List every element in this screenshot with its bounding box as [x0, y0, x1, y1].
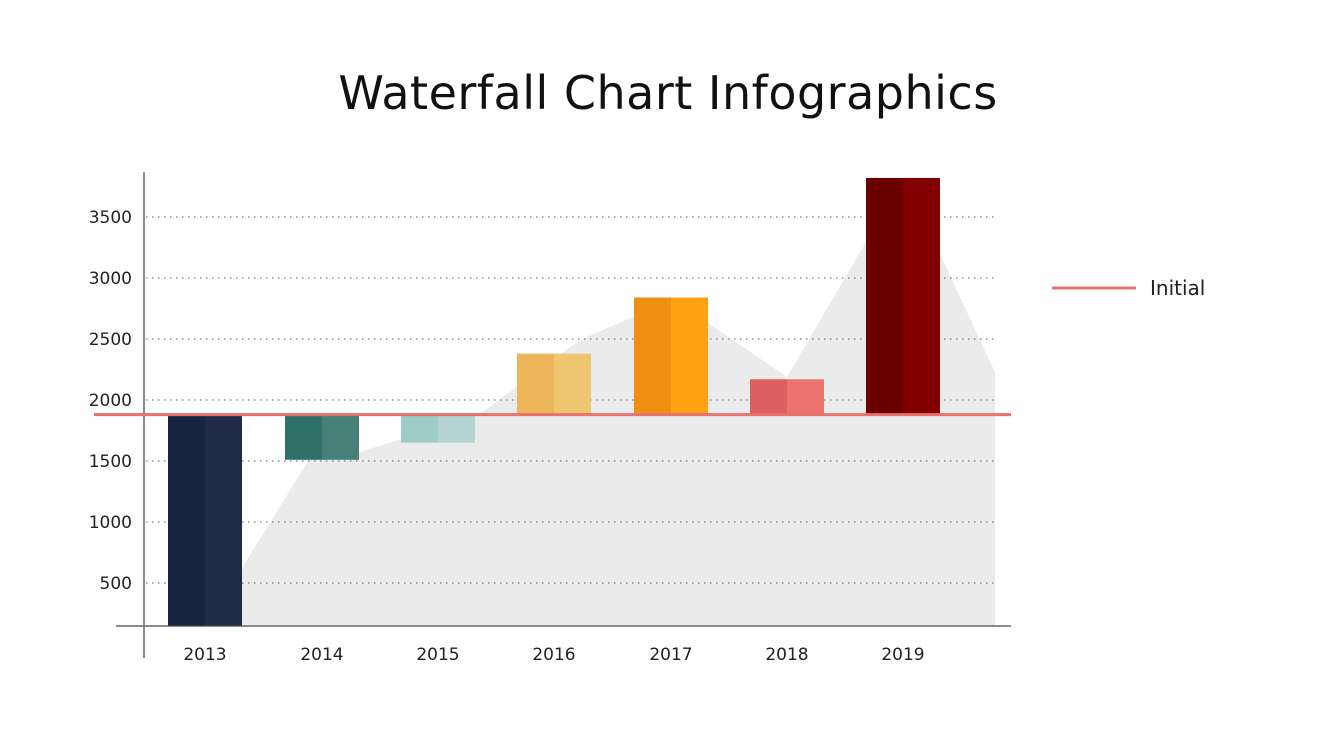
- x-tick-label: 2014: [300, 645, 343, 665]
- x-tick-label: 2018: [765, 645, 808, 665]
- chart-title: Waterfall Chart Infographics: [338, 66, 998, 120]
- x-tick-label: 2013: [183, 645, 226, 665]
- bar-left-face: [866, 177, 903, 415]
- bar-left-face: [401, 414, 438, 443]
- bar-2015: [401, 414, 475, 443]
- bar-right-face: [671, 297, 708, 415]
- bar-left-face: [750, 379, 787, 415]
- y-tick-label: 500: [100, 574, 132, 594]
- y-tick-label: 2000: [89, 391, 132, 411]
- bar-right-face: [787, 379, 824, 415]
- bar-left-face: [517, 353, 554, 415]
- bar-right-face: [903, 177, 940, 415]
- bar-right-face: [554, 353, 591, 415]
- bar-left-face: [634, 297, 671, 415]
- bar-2014: [285, 414, 359, 460]
- bar-2017: [634, 297, 708, 415]
- bar-2013: [168, 414, 242, 626]
- bar-2018: [750, 379, 824, 415]
- bar-right-face: [438, 414, 475, 443]
- legend-initial-label: Initial: [1150, 276, 1205, 300]
- x-tick-label: 2016: [532, 645, 575, 665]
- bar-left-face: [168, 414, 205, 626]
- bar-left-face: [285, 414, 322, 460]
- y-tick-label: 3000: [89, 269, 132, 289]
- bar-right-face: [322, 414, 359, 460]
- x-tick-label: 2015: [416, 645, 459, 665]
- y-tick-label: 2500: [89, 330, 132, 350]
- x-tick-label: 2017: [649, 645, 692, 665]
- bar-right-face: [205, 414, 242, 626]
- bar-2016: [517, 353, 591, 415]
- x-tick-label: 2019: [881, 645, 924, 665]
- background-area: [242, 240, 995, 626]
- y-tick-label: 3500: [89, 208, 132, 228]
- y-tick-label: 1500: [89, 452, 132, 472]
- y-tick-label: 1000: [89, 513, 132, 533]
- bar-2019: [866, 177, 940, 415]
